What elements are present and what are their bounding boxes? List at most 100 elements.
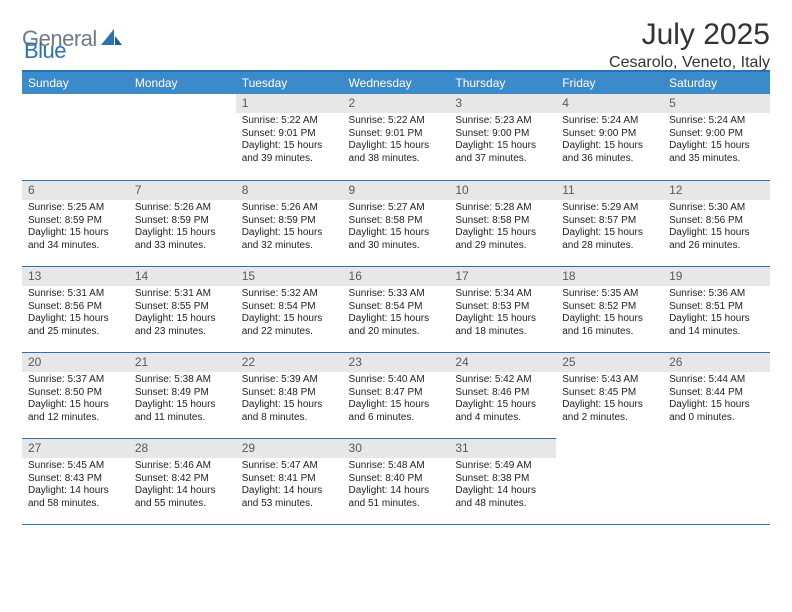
daylight-text: and 39 minutes. <box>242 153 337 166</box>
sunrise-text: Sunrise: 5:40 AM <box>349 374 444 387</box>
day-details: Sunrise: 5:29 AMSunset: 8:57 PMDaylight:… <box>556 200 663 256</box>
sunrise-text: Sunrise: 5:31 AM <box>28 288 123 301</box>
day-details: Sunrise: 5:33 AMSunset: 8:54 PMDaylight:… <box>343 286 450 342</box>
sunrise-text: Sunrise: 5:26 AM <box>135 202 230 215</box>
sunset-text: Sunset: 8:43 PM <box>28 473 123 486</box>
sunset-text: Sunset: 8:48 PM <box>242 387 337 400</box>
daylight-text: Daylight: 15 hours <box>135 227 230 240</box>
day-details: Sunrise: 5:24 AMSunset: 9:00 PMDaylight:… <box>556 113 663 169</box>
daylight-text: and 22 minutes. <box>242 326 337 339</box>
sunset-text: Sunset: 8:46 PM <box>455 387 550 400</box>
day-number: 14 <box>129 266 236 286</box>
daylight-text: Daylight: 15 hours <box>669 140 764 153</box>
calendar-day-cell: 19Sunrise: 5:36 AMSunset: 8:51 PMDayligh… <box>663 266 770 352</box>
day-details: Sunrise: 5:31 AMSunset: 8:56 PMDaylight:… <box>22 286 129 342</box>
sunset-text: Sunset: 8:52 PM <box>562 301 657 314</box>
day-details: Sunrise: 5:38 AMSunset: 8:49 PMDaylight:… <box>129 372 236 428</box>
sunset-text: Sunset: 8:59 PM <box>135 215 230 228</box>
daylight-text: Daylight: 15 hours <box>562 313 657 326</box>
day-number: 7 <box>129 180 236 200</box>
sunrise-text: Sunrise: 5:27 AM <box>349 202 444 215</box>
daylight-text: and 20 minutes. <box>349 326 444 339</box>
daylight-text: Daylight: 15 hours <box>28 313 123 326</box>
daylight-text: and 2 minutes. <box>562 412 657 425</box>
daylight-text: Daylight: 15 hours <box>135 313 230 326</box>
day-details: Sunrise: 5:45 AMSunset: 8:43 PMDaylight:… <box>22 458 129 514</box>
sunrise-text: Sunrise: 5:28 AM <box>455 202 550 215</box>
daylight-text: Daylight: 15 hours <box>669 313 764 326</box>
sunrise-text: Sunrise: 5:24 AM <box>562 115 657 128</box>
day-details: Sunrise: 5:49 AMSunset: 8:38 PMDaylight:… <box>449 458 556 514</box>
daylight-text: and 14 minutes. <box>669 326 764 339</box>
daylight-text: and 58 minutes. <box>28 498 123 511</box>
daylight-text: and 28 minutes. <box>562 240 657 253</box>
day-number: 21 <box>129 352 236 372</box>
calendar-body: 1Sunrise: 5:22 AMSunset: 9:01 PMDaylight… <box>22 94 770 524</box>
daylight-text: Daylight: 15 hours <box>455 399 550 412</box>
daylight-text: Daylight: 15 hours <box>28 399 123 412</box>
sunrise-text: Sunrise: 5:44 AM <box>669 374 764 387</box>
daylight-text: and 37 minutes. <box>455 153 550 166</box>
logo-sail-icon <box>101 27 123 52</box>
day-details: Sunrise: 5:32 AMSunset: 8:54 PMDaylight:… <box>236 286 343 342</box>
sunrise-text: Sunrise: 5:29 AM <box>562 202 657 215</box>
daylight-text: Daylight: 15 hours <box>455 140 550 153</box>
daylight-text: Daylight: 15 hours <box>349 399 444 412</box>
calendar-day-cell: 31Sunrise: 5:49 AMSunset: 8:38 PMDayligh… <box>449 438 556 524</box>
day-details: Sunrise: 5:26 AMSunset: 8:59 PMDaylight:… <box>236 200 343 256</box>
daylight-text: and 34 minutes. <box>28 240 123 253</box>
sunset-text: Sunset: 8:56 PM <box>669 215 764 228</box>
weekday-header: Tuesday <box>236 71 343 94</box>
sunset-text: Sunset: 8:56 PM <box>28 301 123 314</box>
calendar-day-cell: 1Sunrise: 5:22 AMSunset: 9:01 PMDaylight… <box>236 94 343 180</box>
sunset-text: Sunset: 8:53 PM <box>455 301 550 314</box>
day-details: Sunrise: 5:44 AMSunset: 8:44 PMDaylight:… <box>663 372 770 428</box>
calendar-table: SundayMondayTuesdayWednesdayThursdayFrid… <box>22 70 770 525</box>
day-details: Sunrise: 5:46 AMSunset: 8:42 PMDaylight:… <box>129 458 236 514</box>
day-number: 3 <box>449 94 556 113</box>
sunrise-text: Sunrise: 5:31 AM <box>135 288 230 301</box>
sunrise-text: Sunrise: 5:47 AM <box>242 460 337 473</box>
sunset-text: Sunset: 9:01 PM <box>242 128 337 141</box>
sunset-text: Sunset: 8:42 PM <box>135 473 230 486</box>
sunrise-text: Sunrise: 5:23 AM <box>455 115 550 128</box>
sunrise-text: Sunrise: 5:22 AM <box>349 115 444 128</box>
day-details: Sunrise: 5:22 AMSunset: 9:01 PMDaylight:… <box>236 113 343 169</box>
sunrise-text: Sunrise: 5:38 AM <box>135 374 230 387</box>
sunrise-text: Sunrise: 5:25 AM <box>28 202 123 215</box>
calendar-day-cell: 15Sunrise: 5:32 AMSunset: 8:54 PMDayligh… <box>236 266 343 352</box>
calendar-day-cell: 8Sunrise: 5:26 AMSunset: 8:59 PMDaylight… <box>236 180 343 266</box>
day-details: Sunrise: 5:37 AMSunset: 8:50 PMDaylight:… <box>22 372 129 428</box>
sunrise-text: Sunrise: 5:30 AM <box>669 202 764 215</box>
day-details: Sunrise: 5:22 AMSunset: 9:01 PMDaylight:… <box>343 113 450 169</box>
daylight-text: and 32 minutes. <box>242 240 337 253</box>
daylight-text: and 29 minutes. <box>455 240 550 253</box>
sunrise-text: Sunrise: 5:35 AM <box>562 288 657 301</box>
sunset-text: Sunset: 8:47 PM <box>349 387 444 400</box>
daylight-text: and 48 minutes. <box>455 498 550 511</box>
daylight-text: Daylight: 15 hours <box>242 313 337 326</box>
day-number: 20 <box>22 352 129 372</box>
sunset-text: Sunset: 9:00 PM <box>669 128 764 141</box>
daylight-text: Daylight: 14 hours <box>242 485 337 498</box>
daylight-text: and 6 minutes. <box>349 412 444 425</box>
daylight-text: and 33 minutes. <box>135 240 230 253</box>
weekday-header: Sunday <box>22 71 129 94</box>
calendar-day-cell: 12Sunrise: 5:30 AMSunset: 8:56 PMDayligh… <box>663 180 770 266</box>
day-details: Sunrise: 5:36 AMSunset: 8:51 PMDaylight:… <box>663 286 770 342</box>
day-number: 12 <box>663 180 770 200</box>
daylight-text: and 4 minutes. <box>455 412 550 425</box>
sunset-text: Sunset: 8:54 PM <box>242 301 337 314</box>
day-number: 23 <box>343 352 450 372</box>
day-number: 8 <box>236 180 343 200</box>
weekday-header: Thursday <box>449 71 556 94</box>
day-details: Sunrise: 5:25 AMSunset: 8:59 PMDaylight:… <box>22 200 129 256</box>
calendar-day-cell: 23 Sunrise: 5:40 AMSunset: 8:47 PMDayligh… <box>343 352 450 438</box>
sunset-text: Sunset: 8:40 PM <box>349 473 444 486</box>
weekday-row: SundayMondayTuesdayWednesdayThursdayFrid… <box>22 71 770 94</box>
sunrise-text: Sunrise: 5:22 AM <box>242 115 337 128</box>
daylight-text: and 8 minutes. <box>242 412 337 425</box>
sunset-text: Sunset: 8:59 PM <box>242 215 337 228</box>
logo-text-2: Blue <box>24 38 66 63</box>
calendar-day-cell <box>663 438 770 524</box>
